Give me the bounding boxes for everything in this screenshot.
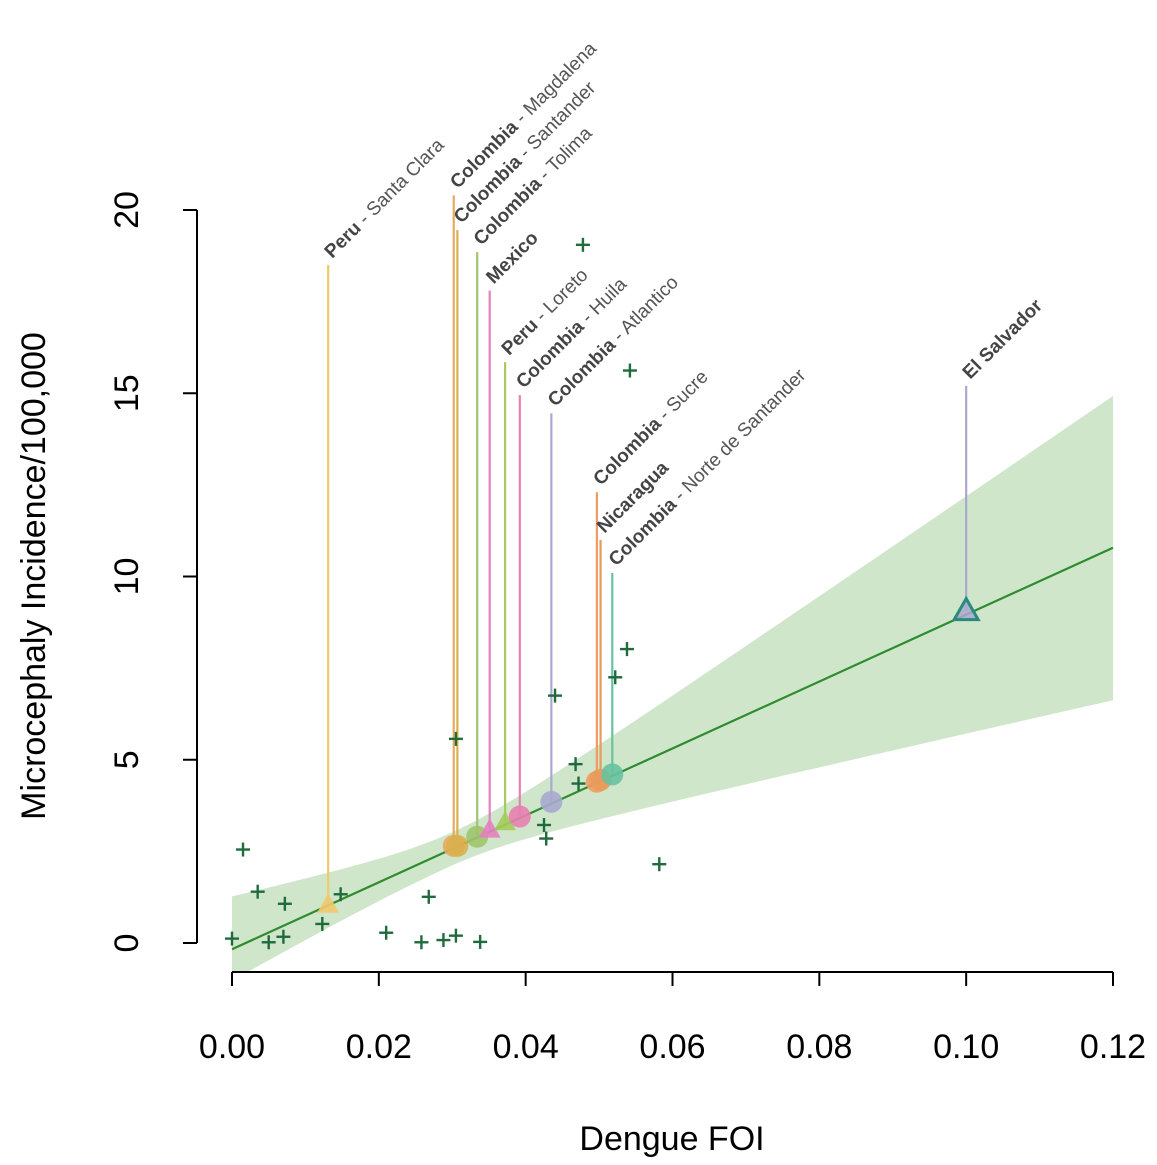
- region-name: - Sucre: [651, 367, 713, 429]
- cross-point: [436, 933, 451, 948]
- region-label: Colombia - Norte de Santander: [605, 365, 811, 571]
- region-marker: [951, 595, 981, 622]
- x-tick-label: 0.10: [933, 1028, 999, 1066]
- region-label: Peru - Santa Clara: [321, 135, 449, 263]
- cross-point: [277, 896, 292, 911]
- region-marker: [540, 790, 563, 813]
- x-tick-label: 0.12: [1080, 1028, 1146, 1066]
- cross-point: [333, 887, 348, 902]
- cross-point: [448, 928, 463, 943]
- y-tick-label: 20: [108, 191, 146, 229]
- cross-point: [421, 889, 436, 904]
- region-name: - Santa Clara: [351, 135, 449, 233]
- cross-point: [473, 934, 488, 949]
- regression-line: [231, 546, 1114, 951]
- cross-point: [539, 831, 554, 846]
- cross-point: [537, 817, 552, 832]
- cross-point: [548, 688, 563, 703]
- y-tick-label: 10: [108, 558, 146, 596]
- y-tick-label: 0: [108, 934, 146, 953]
- region-marker: [508, 805, 531, 828]
- x-tick-label: 0.00: [199, 1028, 265, 1066]
- y-tick-label: 15: [108, 374, 146, 412]
- region-country: El Salvador: [959, 295, 1047, 383]
- cross-point: [575, 237, 590, 252]
- region-marker: [601, 763, 624, 786]
- cross-point: [276, 929, 291, 944]
- region-label: El Salvador: [959, 295, 1047, 383]
- cross-point: [414, 935, 429, 950]
- region-marker: [317, 893, 340, 913]
- x-axis-title: Dengue FOI: [579, 1120, 764, 1158]
- region-marker: [494, 811, 517, 831]
- cross-point: [619, 642, 634, 657]
- cross-point: [652, 857, 667, 872]
- y-tick-label: 5: [108, 750, 146, 769]
- x-tick-label: 0.04: [493, 1028, 559, 1066]
- x-tick-label: 0.02: [346, 1028, 412, 1066]
- y-axis-title: Microcephaly Incidence/100,000: [15, 332, 53, 820]
- cross-point: [448, 731, 463, 746]
- cross-point: [622, 363, 637, 378]
- x-tick-label: 0.08: [786, 1028, 852, 1066]
- region-marker: [478, 818, 501, 838]
- cross-point: [608, 670, 623, 685]
- confidence-band: [232, 396, 1113, 972]
- cross-point: [315, 916, 330, 931]
- cross-point: [236, 842, 251, 857]
- x-tick-label: 0.06: [639, 1028, 705, 1066]
- cross-point: [568, 757, 583, 772]
- region-label: Colombia - Magdalena: [446, 38, 601, 193]
- cross-point: [261, 935, 276, 950]
- cross-point: [379, 925, 394, 940]
- cross-point: [225, 931, 239, 946]
- cross-point: [571, 776, 586, 791]
- cross-point: [250, 884, 265, 899]
- region-marker: [446, 834, 469, 857]
